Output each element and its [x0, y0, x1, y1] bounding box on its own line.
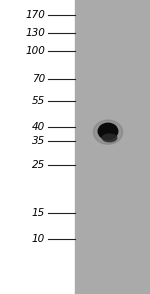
Bar — [75, 0, 150, 294]
Text: 15: 15 — [32, 208, 45, 218]
Text: 10: 10 — [32, 234, 45, 244]
Text: 130: 130 — [25, 28, 45, 38]
Ellipse shape — [98, 123, 118, 139]
Text: 170: 170 — [25, 10, 45, 20]
Text: 55: 55 — [32, 96, 45, 106]
Text: 25: 25 — [32, 160, 45, 170]
Text: 35: 35 — [32, 136, 45, 146]
Ellipse shape — [104, 138, 115, 143]
Ellipse shape — [102, 134, 117, 141]
Ellipse shape — [93, 120, 123, 144]
Text: 40: 40 — [32, 122, 45, 132]
Text: 100: 100 — [25, 46, 45, 56]
Text: 70: 70 — [32, 74, 45, 84]
